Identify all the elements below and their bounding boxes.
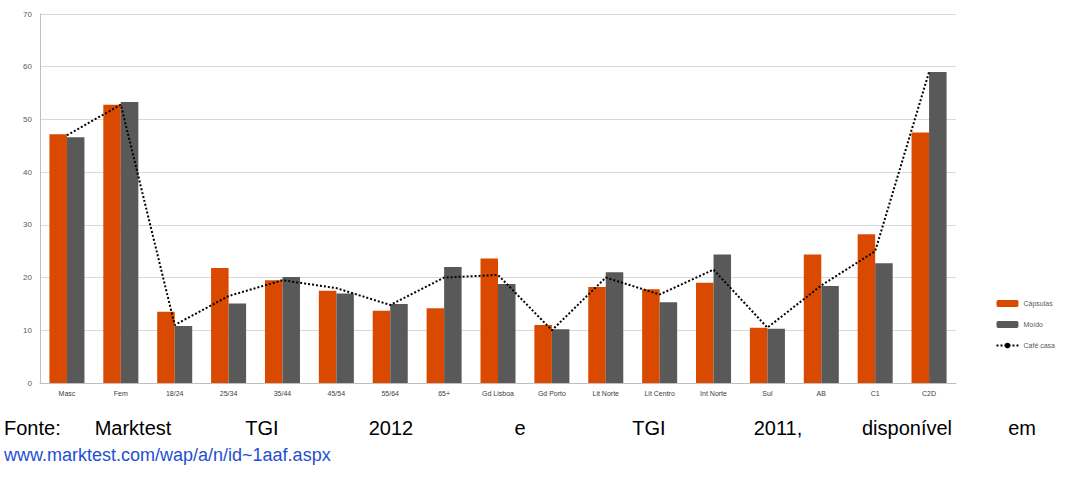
svg-text:70: 70 [23, 10, 32, 19]
svg-text:2011,: 2011, [754, 417, 803, 439]
svg-text:TGI: TGI [632, 417, 665, 439]
svg-text:50: 50 [23, 115, 32, 124]
svg-text:Café casa: Café casa [1023, 342, 1055, 349]
svg-text:Lit Norte: Lit Norte [593, 390, 620, 397]
svg-text:65+: 65+ [438, 390, 450, 397]
svg-text:Fonte:: Fonte: [4, 417, 61, 439]
svg-text:disponível: disponível [862, 417, 952, 439]
svg-text:35/44: 35/44 [274, 390, 292, 397]
svg-text:55/64: 55/64 [381, 390, 399, 397]
svg-text:60: 60 [23, 62, 32, 71]
svg-text:em: em [1008, 417, 1036, 439]
svg-text:Sul: Sul [762, 390, 773, 397]
svg-text:Marktest: Marktest [95, 417, 172, 439]
svg-text:Int Norte: Int Norte [700, 390, 727, 397]
svg-text:Gd Porto: Gd Porto [538, 390, 566, 397]
svg-text:AB: AB [817, 390, 827, 397]
svg-text:10: 10 [23, 326, 32, 335]
svg-text:e: e [514, 417, 525, 439]
svg-text:25/34: 25/34 [220, 390, 238, 397]
svg-text:Cápsulas: Cápsulas [1023, 300, 1053, 308]
svg-text:Lit Centro: Lit Centro [644, 390, 674, 397]
svg-text:www.marktest.com/wap/a/n/id~1a: www.marktest.com/wap/a/n/id~1aaf.aspx [3, 445, 331, 465]
svg-text:18/24: 18/24 [166, 390, 184, 397]
svg-text:TGI: TGI [245, 417, 278, 439]
svg-text:C2D: C2D [922, 390, 936, 397]
svg-text:30: 30 [23, 220, 32, 229]
svg-text:20: 20 [23, 273, 32, 282]
svg-text:Gd Lisboa: Gd Lisboa [482, 390, 514, 397]
svg-text:40: 40 [23, 168, 32, 177]
svg-text:Moído: Moído [1023, 321, 1043, 328]
svg-text:2012: 2012 [369, 417, 414, 439]
svg-text:45/54: 45/54 [328, 390, 346, 397]
svg-text:C1: C1 [871, 390, 880, 397]
svg-text:0: 0 [28, 379, 33, 388]
svg-text:Masc: Masc [59, 390, 76, 397]
svg-text:Fem: Fem [114, 390, 128, 397]
